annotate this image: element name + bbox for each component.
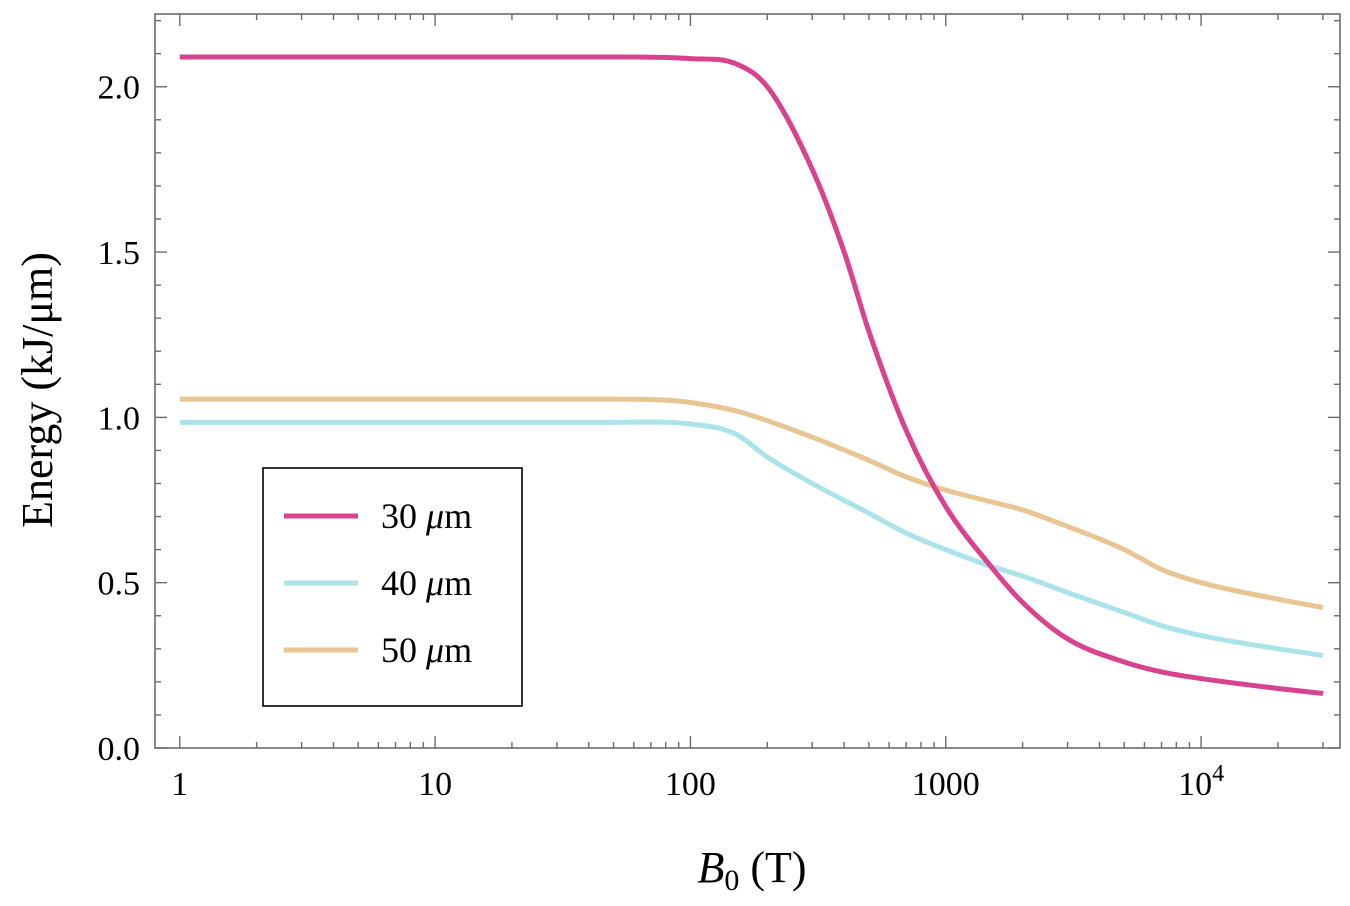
series-line-40m	[179, 419, 1324, 658]
legend-label: 30 μm	[381, 496, 472, 536]
x-tick-label-exponent: 4	[1212, 761, 1224, 787]
x-axis-title: B0 (T)	[697, 843, 806, 897]
y-tick-label: 1.0	[98, 400, 141, 437]
legend-box	[262, 467, 523, 707]
legend-label: 40 μm	[381, 563, 472, 603]
x-tick-labels: 1 10 100 1000 104	[171, 761, 1224, 803]
x-tick-label: 104	[1178, 761, 1224, 803]
x-axis-title-sub: 0	[724, 864, 739, 897]
x-tick-label: 1	[171, 766, 188, 803]
series-line-30m	[179, 54, 1324, 696]
y-tick-labels: 0.0 0.5 1.0 1.5 2.0	[98, 70, 141, 768]
y-tick-label: 0.5	[98, 566, 141, 603]
x-tick-label: 10	[418, 766, 452, 803]
series-line-50m	[179, 396, 1324, 610]
y-tick-label: 2.0	[98, 70, 141, 107]
legend-label: 50 μm	[381, 630, 472, 670]
y-tick-label: 1.5	[98, 235, 141, 272]
x-axis-title-main: B	[697, 843, 724, 892]
y-tick-label: 0.0	[98, 731, 141, 768]
x-axis-title-unit: (T)	[739, 843, 806, 892]
legend: 30 μm 40 μm 50 μm	[262, 467, 523, 707]
axis-ticks	[155, 14, 1340, 749]
x-tick-label: 100	[665, 766, 716, 803]
series-lines	[179, 54, 1324, 696]
y-axis-title: Energy (kJ/μm)	[13, 252, 62, 528]
x-tick-label: 1000	[912, 766, 980, 803]
plot-frame	[154, 13, 1341, 749]
legend-items: 30 μm 40 μm 50 μm	[284, 496, 472, 670]
